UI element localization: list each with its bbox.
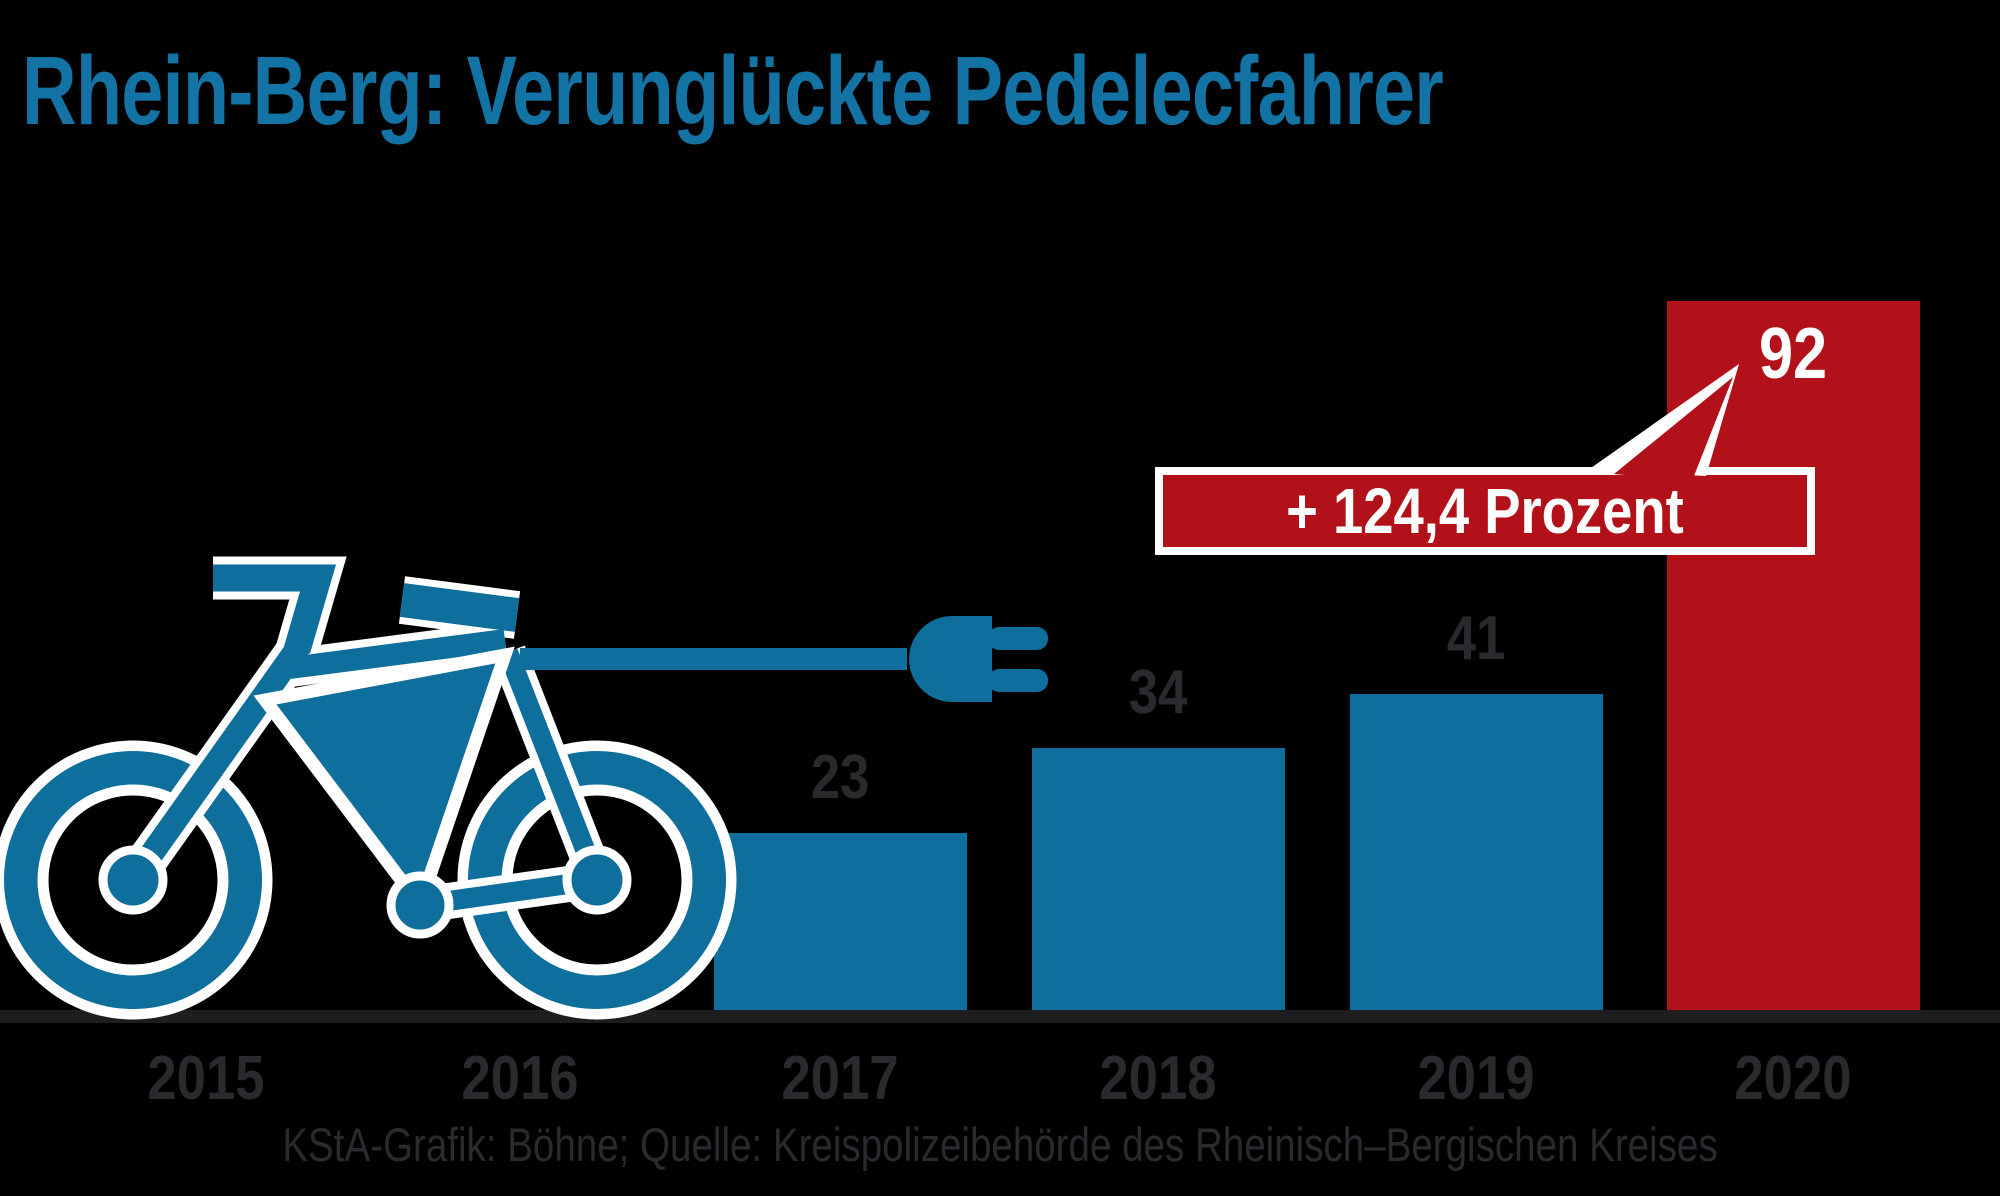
power-plug-icon [909, 616, 1048, 702]
bar-2019 [1350, 694, 1603, 1010]
x-axis-baseline [0, 1010, 2000, 1023]
bar-2020-highlight [1667, 301, 1920, 1010]
callout-percent-box: + 124,4 Prozent [1155, 467, 1815, 555]
year-label-2019: 2019 [1417, 1044, 1535, 1113]
year-label-2020: 2020 [1734, 1044, 1852, 1113]
year-label-2017: 2017 [781, 1044, 899, 1113]
value-label-2018: 34 [1128, 658, 1188, 727]
chart-title: Rhein-Berg: Verunglückte Pedelecfahrer [22, 36, 1444, 145]
bar-2018 [1032, 748, 1285, 1010]
value-label-2019: 41 [1446, 604, 1506, 673]
bar-2017 [714, 833, 967, 1010]
year-label-2016: 2016 [461, 1044, 579, 1113]
value-label-2020: 92 [1758, 314, 1828, 394]
bicycle-icon [0, 556, 737, 1020]
source-credit-line: KStA-Grafik: Böhne; Quelle: Kreispolizei… [282, 1118, 1718, 1171]
year-label-2018: 2018 [1099, 1044, 1217, 1113]
year-label-2015: 2015 [147, 1044, 265, 1113]
value-label-2017: 23 [810, 743, 870, 812]
callout-percent-label: + 124,4 Prozent [1286, 475, 1684, 547]
